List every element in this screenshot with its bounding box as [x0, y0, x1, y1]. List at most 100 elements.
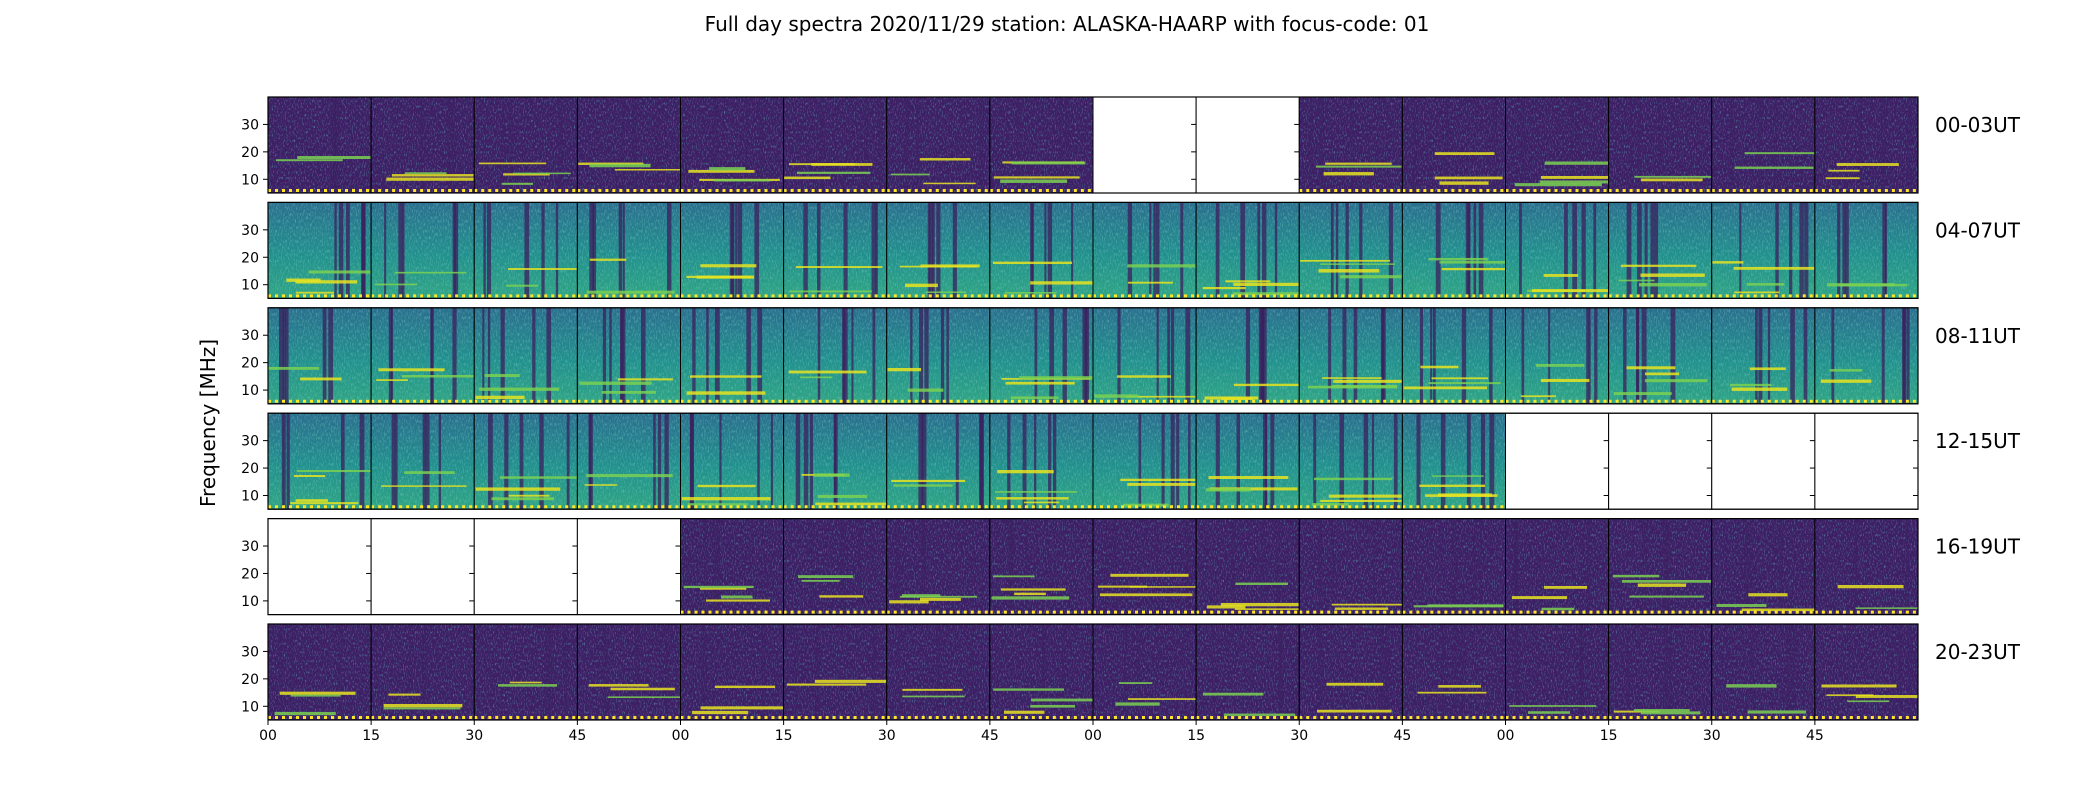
panel-stripe [1586, 307, 1590, 404]
panel-stripe [1432, 307, 1436, 404]
panel-stripe [761, 624, 766, 720]
panel-noise [1505, 307, 1609, 404]
signal-band [1729, 383, 1772, 387]
signal-band [279, 691, 356, 695]
panel-stripe [1729, 97, 1735, 193]
panel-stripe [1388, 202, 1393, 299]
signal-band [290, 502, 359, 505]
panel-noise [783, 307, 887, 404]
spectrogram-panel [1608, 307, 1713, 405]
spectrogram-panel [267, 623, 372, 721]
signal-band [819, 595, 864, 598]
spectrogram-panel [1505, 307, 1610, 405]
panel-stripe [1775, 202, 1779, 299]
panel-stripe [483, 202, 486, 299]
empty-panel [1608, 412, 1713, 510]
x-tick-label: 30 [465, 728, 483, 744]
y-tick-label: 10 [241, 172, 259, 188]
panel-noise [1711, 97, 1815, 193]
panel-noise [268, 624, 372, 720]
spectrogram-panel [1814, 96, 1919, 194]
row-time-label: 16-19UT [1935, 535, 2021, 559]
signal-band [1821, 684, 1897, 688]
panel-stripe [1630, 97, 1633, 193]
panel-noise [1299, 413, 1403, 510]
panel-stripe [843, 307, 848, 404]
panel-stripe [322, 307, 327, 404]
panel-stripe [1492, 97, 1497, 193]
panel-stripe [331, 97, 337, 193]
spectrogram-panel [1711, 623, 1816, 721]
signal-band [296, 470, 372, 473]
panel-stripe [1479, 518, 1482, 615]
panel-stripe [1641, 307, 1647, 404]
panel-stripe [843, 202, 848, 299]
panel-stripe [1564, 202, 1568, 299]
panel-noise [1299, 202, 1403, 299]
panel-stripe [1180, 202, 1184, 299]
x-tick-label: 30 [1290, 728, 1308, 744]
signal-band [1531, 289, 1609, 293]
panel-stripe [1804, 202, 1809, 299]
panel-stripe [1245, 307, 1251, 404]
panel-stripe [290, 624, 294, 720]
panel-stripe [1831, 307, 1835, 404]
panel-stripe [735, 202, 738, 299]
panel-stripe [1117, 307, 1121, 404]
panel-stripe [1041, 624, 1045, 720]
panel-stripe [1858, 97, 1862, 193]
signal-band [887, 367, 922, 372]
panel-stripe [1489, 413, 1495, 510]
panel-stripe [1185, 518, 1190, 615]
signal-band [290, 694, 341, 697]
signal-band [996, 497, 1069, 500]
panel-noise [680, 307, 784, 404]
signal-band [1544, 161, 1609, 165]
panel-stripe [1792, 624, 1796, 720]
panel-stripe [1466, 413, 1471, 510]
panel-stripe [278, 307, 284, 404]
signal-band [800, 376, 833, 379]
signal-band [1315, 165, 1402, 168]
spectrogram-panel [989, 623, 1094, 721]
panel-noise [1402, 518, 1506, 615]
y-tick-label: 20 [241, 672, 259, 688]
signal-band [295, 280, 358, 284]
panel-stripe [1260, 307, 1265, 404]
spectrogram-panel [473, 96, 578, 194]
panel-noise [1608, 518, 1712, 615]
panel-stripe [1156, 307, 1159, 404]
panel-stripe [851, 307, 854, 404]
signal-band [589, 163, 651, 168]
signal-band [815, 502, 887, 506]
signal-band [394, 271, 467, 274]
panel-stripe [1626, 202, 1632, 299]
panel-stripe [390, 307, 394, 404]
panel-stripe [602, 307, 607, 404]
signal-band [1000, 588, 1066, 591]
signal-band [709, 167, 746, 171]
signal-band [923, 182, 976, 185]
signal-band [374, 283, 418, 286]
panel-stripe [541, 202, 545, 299]
panel-stripe [758, 97, 763, 193]
signal-band [692, 710, 749, 715]
panel-stripe [1064, 97, 1070, 193]
panel-stripe [1044, 202, 1047, 299]
panel-stripe [1489, 307, 1493, 404]
panel-stripe [1034, 413, 1037, 510]
panel-stripe [840, 518, 846, 615]
panel-stripe [1353, 307, 1358, 404]
signal-band [1746, 283, 1785, 286]
panel-stripe [1339, 413, 1345, 510]
panel-stripe [817, 202, 821, 299]
panel-stripe [929, 202, 934, 299]
panel-stripe [592, 202, 597, 299]
panel-noise [268, 97, 372, 193]
panel-stripe [281, 413, 284, 510]
panel-stripe [391, 413, 396, 510]
panel-noise [1505, 518, 1609, 615]
y-tick-label: 30 [241, 223, 259, 239]
spectrogram-panel [267, 412, 372, 510]
spectrogram-panel [783, 518, 888, 616]
